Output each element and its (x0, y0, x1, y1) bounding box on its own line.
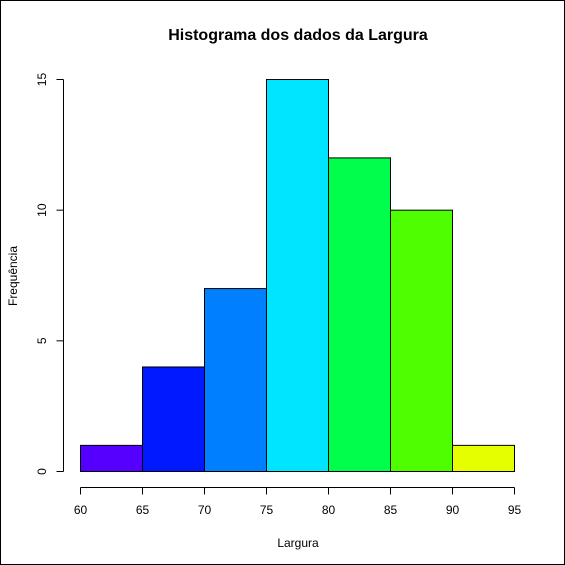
x-tick-label: 60 (74, 503, 88, 517)
x-tick-label: 75 (260, 503, 274, 517)
x-tick-label: 70 (198, 503, 212, 517)
x-tick-label: 90 (446, 503, 460, 517)
histogram-bar-2 (143, 367, 205, 472)
histogram-bar-4 (267, 80, 329, 472)
x-axis: 60 65 70 75 80 85 90 95 (74, 488, 522, 518)
chart-title: Histograma dos dados da Largura (168, 27, 428, 44)
y-axis: 0 5 10 15 (35, 73, 64, 475)
y-tick-label: 5 (35, 337, 49, 344)
x-tick-label: 95 (508, 503, 522, 517)
y-axis-label: Frequência (6, 246, 20, 306)
x-tick-label: 80 (322, 503, 336, 517)
histogram-bar-6 (391, 210, 453, 471)
histogram-bar-5 (329, 158, 391, 472)
x-axis-label: Largura (277, 536, 319, 550)
histogram-bar-3 (205, 289, 267, 472)
histogram-bar-7 (453, 445, 515, 471)
y-tick-label: 0 (35, 468, 49, 475)
y-tick-label: 10 (35, 203, 49, 217)
y-tick-label: 15 (35, 73, 49, 87)
x-tick-label: 85 (384, 503, 398, 517)
x-tick-label: 65 (136, 503, 150, 517)
histogram-bar-1 (81, 445, 143, 471)
bars-group (81, 80, 515, 472)
